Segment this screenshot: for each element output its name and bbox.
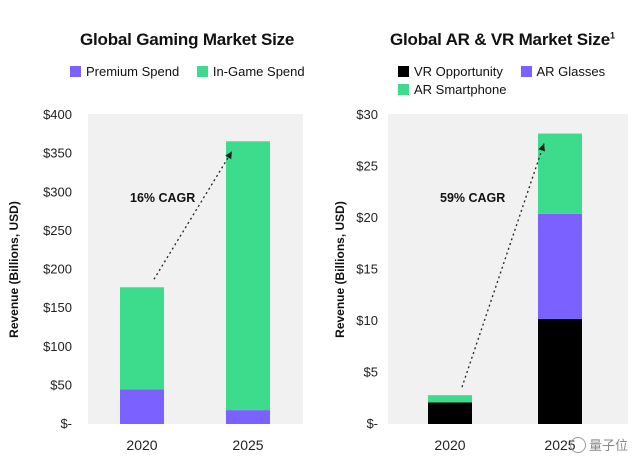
bar-segment-in-game-spend-2020 [120, 287, 164, 390]
cagr-arrow-line [153, 150, 233, 280]
cagr-arrow-line [461, 143, 545, 388]
footnote-marker: 1 [609, 30, 615, 41]
x-tick-label: 2020 [126, 437, 157, 453]
y-tick-label: $- [60, 416, 72, 431]
y-tick-label: $250 [43, 223, 72, 238]
cagr-annotation: 16% CAGR [130, 191, 195, 205]
bar-segment-in-game-spend-2025 [226, 141, 270, 411]
y-tick-label: $5 [364, 365, 378, 380]
legend-label: AR Smartphone [414, 81, 507, 97]
legend-label: Premium Spend [86, 63, 180, 79]
y-tick-label: $350 [43, 146, 72, 161]
legend-item-premium-spend: Premium Spend [70, 62, 179, 80]
wechat-icon [569, 436, 586, 453]
y-tick-label: $200 [43, 262, 72, 277]
cagr-arrow-head [225, 151, 232, 160]
y-axis-label: Revenue (Billions, USD) [333, 201, 347, 338]
cagr-arrow-head [538, 143, 545, 152]
legend-item-in-game-spend: In-Game Spend [196, 62, 305, 80]
legend-label: AR Glasses [536, 63, 606, 79]
y-tick-label: $30 [356, 107, 378, 122]
bar-segment-ar-glasses-2025 [538, 213, 582, 319]
chart-svg: $- $5 $10 $15 $20 $25 $30 Revenue (Billions, US… [333, 107, 582, 453]
watermark-text: 量子位 [588, 438, 628, 453]
y-axis-label: Revenue (Billions, USD) [7, 201, 21, 338]
chart-svg: $- $50 $100 $150 $200 $250 $300 $350 $400 Revenue… [7, 107, 270, 453]
legend-swatch [398, 83, 409, 95]
y-tick-label: $10 [356, 313, 378, 328]
legend-swatch [70, 65, 81, 77]
bar-segment-premium-spend-2025 [226, 410, 270, 424]
y-tick-label: $- [366, 416, 378, 431]
chart-title-text: Global AR & VR Market Size [390, 30, 610, 49]
gaming-market-chart: Global Gaming Market Size Premium Spend … [7, 30, 319, 453]
x-tick-label: 2020 [434, 437, 465, 453]
chart-legend: VR Opportunity AR Glasses AR Smartphone [398, 62, 638, 98]
bar-segment-vr-opportunity-2020 [428, 402, 472, 424]
legend-label: In-Game Spend [212, 63, 305, 79]
bar-segment-vr-opportunity-2025 [538, 318, 582, 424]
y-tick-label: $50 [50, 377, 72, 392]
watermark: 量子位 [569, 435, 628, 454]
cagr-annotation: 59% CAGR [440, 191, 505, 205]
bar-segment-ar-smartphone-2025 [538, 133, 582, 214]
y-tick-label: $150 [43, 300, 72, 315]
plot-area [388, 114, 628, 424]
bar-segment-premium-spend-2020 [120, 389, 164, 424]
x-tick-label: 2025 [544, 437, 575, 453]
y-tick-label: $20 [356, 210, 378, 225]
legend-label: VR Opportunity [414, 63, 503, 79]
y-tick-label: $15 [356, 262, 378, 277]
legend-swatch [196, 65, 208, 77]
chart-legend: Premium Spend In-Game Spend [70, 62, 319, 80]
x-tick-label: 2025 [232, 437, 263, 453]
y-tick-label: $25 [356, 159, 378, 174]
y-tick-label: $400 [43, 107, 72, 122]
legend-item-vr-opportunity: VR Opportunity [398, 62, 503, 80]
y-tick-label: $100 [43, 339, 72, 354]
legend-item-ar-glasses: AR Glasses [520, 62, 606, 80]
bar-segment-ar-smartphone-2020 [428, 395, 472, 403]
legend-swatch [398, 65, 409, 77]
legend-swatch [520, 65, 532, 77]
chart-title: Global Gaming Market Size [80, 30, 295, 49]
legend-item-ar-smartphone: AR Smartphone [398, 80, 507, 98]
chart-title: Global AR & VR Market Size1 [390, 30, 615, 50]
ar-vr-market-chart: Global AR & VR Market Size1 VR Opportuni… [320, 0, 640, 468]
y-tick-label: $300 [43, 184, 72, 199]
